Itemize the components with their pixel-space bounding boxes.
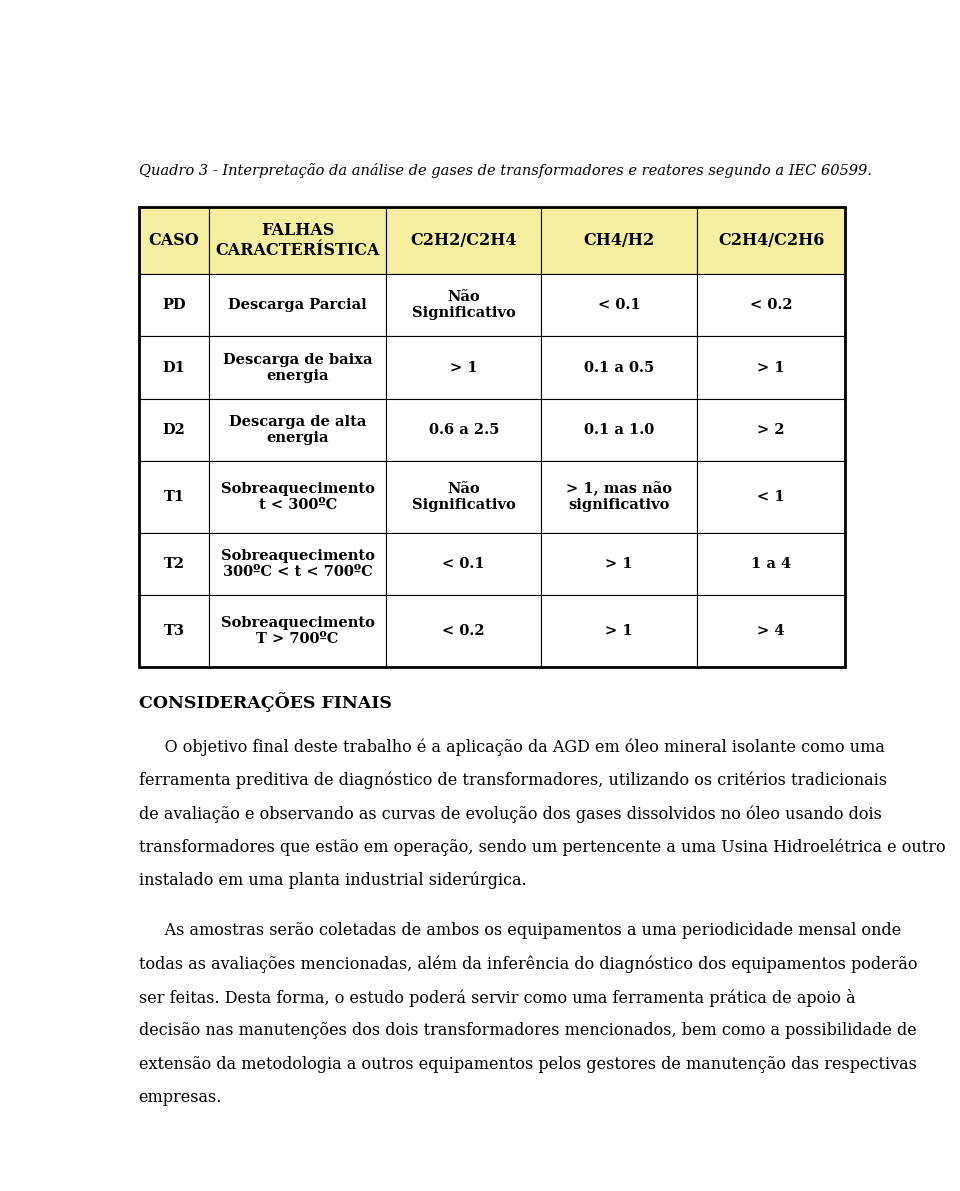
Text: empresas.: empresas. <box>138 1090 222 1106</box>
Text: 0.1 a 1.0: 0.1 a 1.0 <box>584 423 655 437</box>
Text: ser feitas. Desta forma, o estudo poderá servir como uma ferramenta prática de a: ser feitas. Desta forma, o estudo poderá… <box>138 989 855 1006</box>
Text: O objetivo final deste trabalho é a aplicação da AGD em óleo mineral isolante co: O objetivo final deste trabalho é a apli… <box>138 738 884 755</box>
Text: > 2: > 2 <box>757 423 785 437</box>
Bar <box>209 596 386 667</box>
Text: Descarga de baixa
energia: Descarga de baixa energia <box>223 353 372 382</box>
Text: Sobreaquecimento
T > 700ºC: Sobreaquecimento T > 700ºC <box>221 616 374 646</box>
Bar <box>138 596 209 667</box>
Bar <box>541 336 697 399</box>
Text: CONSIDERAÇÕES FINAIS: CONSIDERAÇÕES FINAIS <box>138 692 392 712</box>
Text: PD: PD <box>162 298 185 312</box>
Text: > 1: > 1 <box>606 557 633 570</box>
Text: transformadores que estão em operação, sendo um pertencente a uma Usina Hidroelé: transformadores que estão em operação, s… <box>138 838 946 856</box>
Text: > 1: > 1 <box>606 624 633 638</box>
Text: < 0.1: < 0.1 <box>443 557 485 570</box>
Text: > 1: > 1 <box>450 361 477 375</box>
Bar <box>541 399 697 461</box>
Bar <box>697 532 846 596</box>
Text: extensão da metodologia a outros equipamentos pelos gestores de manutenção das r: extensão da metodologia a outros equipam… <box>138 1056 917 1073</box>
Text: instalado em uma planta industrial siderúrgica.: instalado em uma planta industrial sider… <box>138 872 526 890</box>
Text: CH4/H2: CH4/H2 <box>584 232 655 249</box>
Bar <box>697 336 846 399</box>
Text: FALHAS
CARACTERÍSTICA: FALHAS CARACTERÍSTICA <box>215 223 380 258</box>
Bar <box>209 399 386 461</box>
Bar <box>209 336 386 399</box>
Text: Sobreaquecimento
300ºC < t < 700ºC: Sobreaquecimento 300ºC < t < 700ºC <box>221 549 374 579</box>
Text: todas as avaliações mencionadas, além da inferência do diagnóstico dos equipamen: todas as avaliações mencionadas, além da… <box>138 955 917 973</box>
Bar <box>138 399 209 461</box>
Text: C2H2/C2H4: C2H2/C2H4 <box>411 232 517 249</box>
Bar <box>697 461 846 532</box>
Bar <box>138 207 209 274</box>
Text: < 1: < 1 <box>757 490 785 504</box>
Bar <box>138 461 209 532</box>
Text: Não
Significativo: Não Significativo <box>412 291 516 320</box>
Text: Sobreaquecimento
t < 300ºC: Sobreaquecimento t < 300ºC <box>221 482 374 512</box>
Text: > 1, mas não
significativo: > 1, mas não significativo <box>566 481 672 512</box>
Bar <box>209 274 386 336</box>
Text: Quadro 3 - Interpretação da análise de gases de transformadores e reatores segun: Quadro 3 - Interpretação da análise de g… <box>138 163 872 179</box>
Text: Descarga Parcial: Descarga Parcial <box>228 298 367 312</box>
Bar <box>138 336 209 399</box>
Bar <box>209 207 386 274</box>
Bar <box>541 207 697 274</box>
Bar <box>386 461 541 532</box>
Text: As amostras serão coletadas de ambos os equipamentos a uma periodicidade mensal : As amostras serão coletadas de ambos os … <box>138 922 900 939</box>
Bar <box>541 596 697 667</box>
Bar <box>386 336 541 399</box>
Bar <box>386 274 541 336</box>
Text: C2H4/C2H6: C2H4/C2H6 <box>718 232 825 249</box>
Text: < 0.2: < 0.2 <box>750 298 793 312</box>
Bar <box>386 207 541 274</box>
Bar <box>138 274 209 336</box>
Text: D1: D1 <box>162 361 185 375</box>
Bar <box>697 207 846 274</box>
Bar <box>541 532 697 596</box>
Text: < 0.1: < 0.1 <box>598 298 640 312</box>
Bar <box>386 596 541 667</box>
Text: ferramenta preditiva de diagnóstico de transformadores, utilizando os critérios : ferramenta preditiva de diagnóstico de t… <box>138 772 887 790</box>
Bar <box>386 399 541 461</box>
Bar <box>138 207 846 667</box>
Text: de avaliação e observando as curvas de evolução dos gases dissolvidos no óleo us: de avaliação e observando as curvas de e… <box>138 805 881 823</box>
Bar <box>541 274 697 336</box>
Text: > 4: > 4 <box>757 624 785 638</box>
Bar <box>697 596 846 667</box>
Text: 1 a 4: 1 a 4 <box>751 557 791 570</box>
Text: < 0.2: < 0.2 <box>443 624 485 638</box>
Text: Não
Significativo: Não Significativo <box>412 482 516 512</box>
Text: Descarga de alta
energia: Descarga de alta energia <box>228 414 367 445</box>
Text: 0.1 a 0.5: 0.1 a 0.5 <box>584 361 655 375</box>
Text: T3: T3 <box>163 624 184 638</box>
Text: decisão nas manutenções dos dois transformadores mencionados, bem como a possibi: decisão nas manutenções dos dois transfo… <box>138 1022 917 1040</box>
Text: D2: D2 <box>162 423 185 437</box>
Bar <box>697 399 846 461</box>
Bar <box>386 532 541 596</box>
Text: CASO: CASO <box>149 232 200 249</box>
Text: T2: T2 <box>163 557 184 570</box>
Text: > 1: > 1 <box>757 361 785 375</box>
Bar <box>209 532 386 596</box>
Bar <box>138 532 209 596</box>
Bar <box>209 461 386 532</box>
Bar <box>541 461 697 532</box>
Bar <box>697 274 846 336</box>
Text: 0.6 a 2.5: 0.6 a 2.5 <box>428 423 499 437</box>
Text: T1: T1 <box>163 490 184 504</box>
